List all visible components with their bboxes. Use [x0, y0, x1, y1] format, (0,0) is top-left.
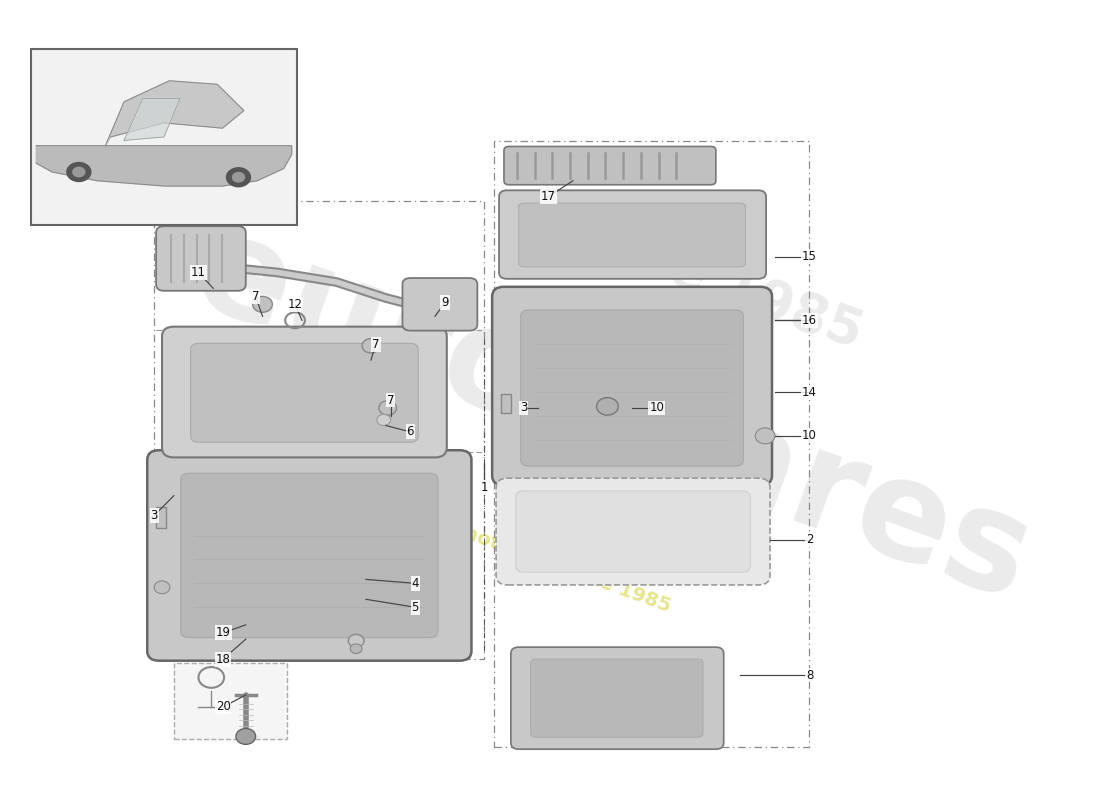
Text: 3: 3 [520, 402, 527, 414]
Text: 5: 5 [411, 601, 419, 614]
Text: 14: 14 [802, 386, 817, 398]
FancyBboxPatch shape [190, 343, 418, 442]
FancyBboxPatch shape [530, 659, 703, 738]
FancyBboxPatch shape [520, 310, 744, 466]
Polygon shape [124, 98, 180, 141]
Polygon shape [106, 81, 244, 146]
Text: 19: 19 [216, 626, 231, 639]
Circle shape [253, 296, 273, 312]
Circle shape [756, 428, 775, 444]
Text: 20: 20 [216, 701, 231, 714]
Text: eurospares: eurospares [177, 202, 1048, 630]
Text: 10: 10 [649, 402, 664, 414]
FancyBboxPatch shape [156, 507, 166, 528]
Text: 18: 18 [216, 653, 231, 666]
FancyBboxPatch shape [162, 326, 447, 458]
Polygon shape [36, 146, 292, 186]
FancyBboxPatch shape [510, 647, 724, 749]
Circle shape [596, 398, 618, 415]
Circle shape [362, 338, 380, 353]
Ellipse shape [73, 167, 85, 177]
Text: 10: 10 [802, 430, 817, 442]
Text: 1: 1 [481, 481, 488, 494]
Text: 12: 12 [287, 298, 303, 311]
FancyBboxPatch shape [516, 491, 750, 572]
Text: 7: 7 [387, 394, 395, 406]
Text: 8: 8 [806, 669, 813, 682]
FancyBboxPatch shape [492, 286, 772, 486]
Text: 11: 11 [191, 266, 206, 279]
Text: a passion for motoring since 1985: a passion for motoring since 1985 [315, 470, 673, 617]
Text: 7: 7 [252, 290, 260, 303]
FancyBboxPatch shape [500, 394, 510, 413]
FancyBboxPatch shape [504, 146, 716, 185]
Ellipse shape [232, 173, 244, 182]
Circle shape [235, 729, 255, 744]
Bar [494, 141, 810, 746]
Circle shape [377, 414, 390, 426]
Text: 9: 9 [441, 296, 449, 310]
Text: 15: 15 [802, 250, 817, 263]
Text: 2: 2 [805, 533, 813, 546]
FancyBboxPatch shape [156, 226, 245, 290]
Ellipse shape [227, 168, 251, 186]
Bar [31, 50, 297, 225]
Bar [174, 663, 287, 739]
FancyBboxPatch shape [496, 478, 770, 585]
Circle shape [154, 581, 169, 594]
FancyBboxPatch shape [499, 190, 766, 279]
Circle shape [378, 401, 397, 415]
Text: 17: 17 [541, 190, 556, 203]
Circle shape [349, 634, 364, 647]
Text: since 1985: since 1985 [552, 202, 870, 359]
FancyBboxPatch shape [519, 203, 746, 267]
FancyBboxPatch shape [147, 450, 472, 661]
Bar [154, 201, 484, 659]
Circle shape [350, 644, 362, 654]
Text: 4: 4 [411, 577, 419, 590]
Text: 7: 7 [372, 338, 379, 350]
FancyBboxPatch shape [180, 474, 438, 638]
Ellipse shape [67, 162, 91, 182]
Text: 3: 3 [151, 509, 157, 522]
FancyBboxPatch shape [403, 278, 477, 330]
Text: 6: 6 [407, 426, 414, 438]
Text: 16: 16 [802, 314, 817, 326]
